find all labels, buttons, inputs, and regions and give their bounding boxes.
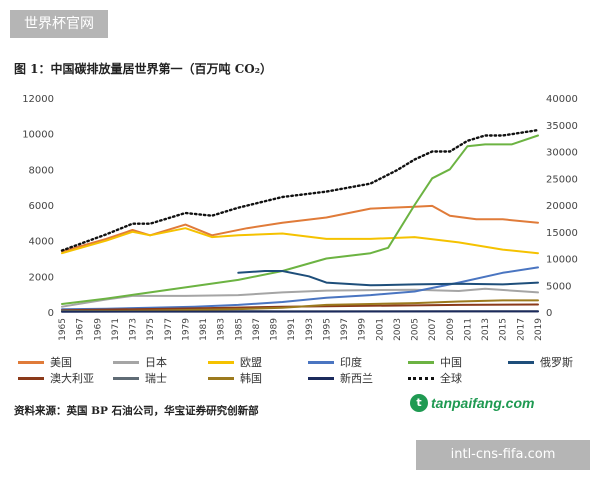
- x-tick-label: 1981: [199, 318, 209, 341]
- legend-label: 瑞士: [145, 372, 167, 385]
- series-line: [61, 299, 539, 313]
- legend-label: 全球: [440, 372, 462, 385]
- legend-swatch: [113, 376, 139, 380]
- y-right-tick-label: 30000: [546, 148, 578, 159]
- x-tick-label: 1983: [217, 318, 227, 341]
- series-line: [61, 303, 539, 312]
- x-axis: 1965 1967 1969 1971 1973 1975 1977 1979 1981 1983…: [58, 318, 544, 341]
- y-axis-right: 0 5000 10000 15000 20000 25000 30000 35000 40000: [546, 94, 578, 319]
- legend-label: 印度: [340, 356, 362, 369]
- series-line: [61, 134, 539, 305]
- legend-swatch: [308, 360, 334, 364]
- x-tick-label: 2015: [499, 318, 509, 341]
- x-tick-label: 1975: [146, 318, 156, 341]
- legend-label: 日本: [145, 356, 167, 369]
- legend-swatch: [408, 360, 434, 364]
- logo-icon: t: [410, 394, 428, 412]
- legend-swatch: [308, 376, 334, 380]
- y-right-tick-label: 40000: [546, 94, 578, 105]
- legend-label: 新西兰: [340, 372, 373, 385]
- logo-text: tanpaifang.com: [431, 395, 535, 411]
- x-tick-label: 1979: [181, 318, 191, 341]
- legend-label: 欧盟: [240, 356, 262, 369]
- y-right-tick-label: 10000: [546, 255, 578, 266]
- x-tick-label: 2013: [481, 318, 491, 341]
- y-right-tick-label: 25000: [546, 174, 578, 185]
- y-left-tick-label: 6000: [29, 201, 54, 212]
- series-line: [61, 227, 539, 255]
- x-tick-label: 1985: [234, 318, 244, 341]
- watermark-top: 世界杯官网: [10, 10, 108, 38]
- x-tick-label: 1995: [322, 318, 332, 341]
- chart-title: 图 1：中国碳排放量居世界第一（百万吨 CO₂）: [14, 62, 272, 76]
- legend-swatch: [208, 360, 234, 364]
- legend-swatch: [18, 376, 44, 380]
- series-line: [60, 128, 540, 252]
- watermark-bottom: intl-cns-fifa.com: [416, 440, 590, 470]
- series-line: [237, 270, 539, 287]
- legend-swatch: [408, 376, 434, 380]
- y-left-tick-label: 2000: [29, 272, 54, 283]
- x-tick-label: 2001: [375, 318, 385, 341]
- legend-item: 欧盟: [208, 354, 262, 370]
- y-left-tick-label: 0: [48, 308, 54, 319]
- y-left-tick-label: 8000: [29, 165, 54, 176]
- series-line: [61, 266, 539, 311]
- x-tick-label: 2009: [446, 318, 456, 341]
- x-tick-label: 1989: [270, 318, 280, 341]
- legend-item: 韩国: [208, 370, 262, 386]
- x-tick-label: 1993: [305, 318, 315, 341]
- legend-item: 新西兰: [308, 370, 373, 386]
- x-tick-label: 1977: [164, 318, 174, 341]
- x-tick-label: 2011: [463, 318, 473, 341]
- x-tick-label: 2007: [428, 318, 438, 341]
- legend-label: 美国: [50, 356, 72, 369]
- series-lines: [60, 128, 540, 313]
- legend-label: 澳大利亚: [50, 372, 94, 385]
- y-left-tick-label: 4000: [29, 237, 54, 248]
- legend-item: 澳大利亚: [18, 370, 94, 386]
- legend-item: 美国: [18, 354, 72, 370]
- y-right-tick-label: 35000: [546, 121, 578, 132]
- legend-swatch: [113, 360, 139, 364]
- x-tick-label: 2017: [516, 318, 526, 341]
- x-tick-label: 1969: [93, 318, 103, 341]
- y-right-tick-label: 5000: [546, 281, 571, 292]
- x-tick-label: 1987: [252, 318, 262, 341]
- x-tick-label: 1999: [358, 318, 368, 341]
- x-tick-label: 2019: [534, 318, 544, 341]
- legend-item: 瑞士: [113, 370, 167, 386]
- legend-label: 韩国: [240, 372, 262, 385]
- x-tick-label: 1967: [76, 318, 86, 341]
- legend-swatch: [18, 360, 44, 364]
- legend-item: 中国: [408, 354, 462, 370]
- y-left-tick-label: 10000: [22, 130, 54, 141]
- legend-item: 全球: [408, 370, 462, 386]
- x-tick-label: 1965: [58, 318, 68, 341]
- source-note: 资料来源：英国 BP 石油公司，华宝证券研究创新部: [14, 405, 259, 417]
- x-tick-label: 1997: [340, 318, 350, 341]
- y-left-tick-label: 12000: [22, 94, 54, 105]
- legend-swatch: [208, 376, 234, 380]
- y-right-tick-label: 15000: [546, 228, 578, 239]
- line-chart: 0 2000 4000 6000 8000 10000 12000 0 5000 10000 15…: [22, 94, 578, 341]
- legend-label: 中国: [440, 356, 462, 369]
- x-tick-label: 2005: [411, 318, 421, 341]
- legend-item: 印度: [308, 354, 362, 370]
- legend-label: 俄罗斯: [540, 356, 573, 369]
- legend-item: 俄罗斯: [508, 354, 573, 370]
- legend-swatch: [508, 360, 534, 364]
- x-tick-label: 1971: [111, 318, 121, 341]
- x-tick-label: 2003: [393, 318, 403, 341]
- x-tick-label: 1991: [287, 318, 297, 341]
- tanpaifang-logo: t tanpaifang.com: [410, 394, 534, 412]
- legend-item: 日本: [113, 354, 167, 370]
- y-right-tick-label: 20000: [546, 201, 578, 212]
- x-tick-label: 1973: [129, 318, 139, 341]
- y-axis-left: 0 2000 4000 6000 8000 10000 12000: [22, 94, 54, 319]
- y-right-tick-label: 0: [546, 308, 552, 319]
